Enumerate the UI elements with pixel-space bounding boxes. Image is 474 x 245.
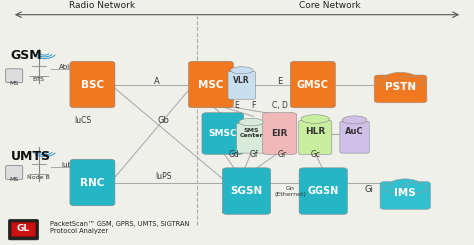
Text: GL: GL (17, 224, 30, 233)
Text: SMSC: SMSC (209, 129, 237, 138)
Text: GMSC: GMSC (297, 80, 329, 89)
Text: E: E (277, 77, 283, 86)
Ellipse shape (397, 76, 424, 86)
Text: Abis: Abis (59, 64, 74, 70)
Text: Gi: Gi (365, 185, 373, 194)
Text: RNC: RNC (80, 178, 105, 187)
FancyBboxPatch shape (380, 182, 430, 209)
Text: GSM: GSM (10, 49, 42, 62)
Ellipse shape (342, 116, 367, 124)
Text: F: F (251, 101, 256, 110)
Ellipse shape (230, 67, 253, 74)
Ellipse shape (377, 76, 404, 86)
Text: Gd: Gd (228, 150, 239, 159)
Text: VLR: VLR (233, 76, 250, 85)
Text: AuC: AuC (345, 127, 364, 136)
Ellipse shape (401, 183, 428, 193)
Text: Iub: Iub (61, 162, 72, 168)
Text: Gr: Gr (277, 150, 287, 159)
Text: GGSN: GGSN (308, 186, 339, 196)
FancyBboxPatch shape (70, 61, 115, 108)
FancyBboxPatch shape (237, 123, 266, 153)
Text: Core Network: Core Network (299, 1, 360, 10)
Text: BSC: BSC (81, 80, 104, 89)
Text: MS: MS (9, 177, 19, 182)
Text: Gc: Gc (310, 150, 320, 159)
Text: PacketScan™ GSM, GPRS, UMTS, SIGTRAN
Protocol Analyzer: PacketScan™ GSM, GPRS, UMTS, SIGTRAN Pro… (50, 220, 189, 234)
Ellipse shape (385, 72, 416, 84)
Text: E: E (235, 101, 239, 110)
Ellipse shape (342, 144, 367, 152)
Text: UMTS: UMTS (10, 150, 50, 163)
Ellipse shape (383, 183, 409, 193)
Ellipse shape (239, 118, 264, 126)
Text: SMS
Center: SMS Center (239, 128, 263, 138)
Ellipse shape (390, 179, 421, 191)
Text: MS: MS (9, 81, 19, 86)
Text: Gn
(Ethernet): Gn (Ethernet) (274, 186, 306, 197)
FancyBboxPatch shape (189, 61, 233, 108)
FancyBboxPatch shape (299, 168, 347, 214)
FancyBboxPatch shape (228, 71, 255, 99)
FancyBboxPatch shape (11, 222, 36, 236)
Text: BTS: BTS (33, 77, 45, 82)
Text: SGSN: SGSN (230, 186, 263, 196)
FancyBboxPatch shape (6, 166, 23, 179)
Text: Gb: Gb (157, 116, 170, 124)
FancyBboxPatch shape (340, 121, 369, 153)
Ellipse shape (301, 145, 329, 154)
Text: Radio Network: Radio Network (69, 1, 135, 10)
FancyBboxPatch shape (70, 159, 115, 206)
FancyBboxPatch shape (263, 113, 297, 154)
FancyBboxPatch shape (222, 168, 271, 214)
FancyBboxPatch shape (299, 121, 332, 154)
Text: MSC: MSC (198, 80, 224, 89)
Text: A: A (154, 77, 159, 86)
Text: IMS: IMS (394, 188, 416, 198)
Text: EIR: EIR (272, 129, 288, 138)
FancyBboxPatch shape (202, 113, 244, 154)
Text: C, D: C, D (272, 101, 288, 110)
Text: Gf: Gf (249, 150, 258, 159)
Text: PSTN: PSTN (385, 82, 416, 92)
Text: HLR: HLR (305, 127, 325, 136)
Text: Node B: Node B (27, 175, 50, 180)
FancyBboxPatch shape (9, 220, 38, 240)
FancyBboxPatch shape (290, 61, 336, 108)
Ellipse shape (301, 115, 329, 123)
FancyBboxPatch shape (374, 75, 427, 103)
Text: IuPS: IuPS (155, 172, 172, 181)
FancyBboxPatch shape (6, 69, 23, 83)
Ellipse shape (239, 145, 264, 152)
Ellipse shape (230, 91, 253, 98)
Text: IuCS: IuCS (74, 116, 91, 124)
